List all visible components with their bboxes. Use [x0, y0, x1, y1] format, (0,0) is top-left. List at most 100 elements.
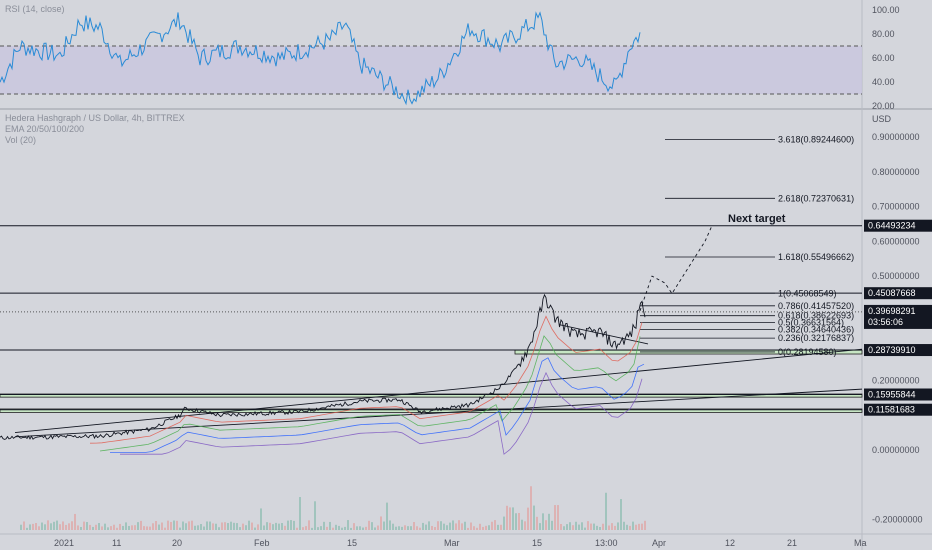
volume-bar: [62, 521, 64, 530]
volume-bar: [623, 521, 625, 530]
price-tick-label: 0.80000000: [872, 167, 920, 177]
time-axis-label: 2021: [54, 538, 74, 548]
volume-bar: [89, 524, 91, 530]
volume-bar: [557, 505, 559, 530]
volume-bar: [257, 524, 259, 530]
volume-bar: [431, 525, 433, 530]
volume-bar: [569, 522, 571, 530]
volume-bar: [170, 521, 172, 530]
volume-bar: [125, 522, 127, 530]
volume-bar: [107, 527, 109, 530]
volume-bar: [86, 522, 88, 530]
volume-bar: [482, 526, 484, 530]
volume-bar: [404, 525, 406, 530]
volume-bar: [182, 521, 184, 530]
volume-bar: [533, 505, 535, 530]
volume-bar: [467, 527, 469, 530]
volume-bar: [515, 513, 517, 530]
trendline-lower: [14, 388, 863, 438]
volume-bar: [527, 507, 529, 530]
volume-bar: [518, 512, 520, 530]
volume-bar: [284, 525, 286, 530]
ema50-line: [99, 335, 641, 452]
volume-bar: [551, 520, 553, 530]
volume-bar: [554, 505, 556, 530]
volume-bar: [131, 525, 133, 530]
volume-bar: [281, 523, 283, 530]
price-tick-label: -0.20000000: [872, 515, 923, 525]
volume-bar: [323, 521, 325, 530]
fib-level-label: 0.618(0.38622693): [778, 311, 854, 321]
time-axis-label: 13:00: [595, 538, 618, 548]
volume-bar: [83, 521, 85, 530]
volume-bar: [65, 524, 67, 530]
level-tag-bg: [864, 344, 932, 357]
volume-bar: [473, 526, 475, 530]
volume-bar: [230, 521, 232, 530]
volume-bar: [173, 520, 175, 530]
level-tag: 0.11581683: [868, 405, 915, 415]
volume-bar: [461, 523, 463, 530]
volume-bar: [176, 520, 178, 530]
volume-bar: [335, 524, 337, 530]
volume-bar: [77, 525, 79, 530]
volume-bar: [530, 486, 532, 530]
rsi-tick-label: 100.00: [872, 5, 900, 15]
volume-bar: [101, 526, 103, 530]
ema200-line: [120, 371, 643, 455]
volume-bar: [290, 520, 292, 530]
volume-bar: [155, 520, 157, 530]
volume-bar: [449, 522, 451, 530]
rsi-tick-label: 80.00: [872, 29, 895, 39]
level-tag: 0.45087668: [868, 288, 916, 298]
volume-bar: [53, 521, 55, 530]
volume-bar: [401, 526, 403, 530]
volume-bar: [566, 524, 568, 530]
volume-bar: [152, 523, 154, 530]
volume-bar: [617, 522, 619, 530]
volume-bar: [329, 521, 331, 530]
volume-bar: [275, 522, 277, 530]
volume-bar: [137, 522, 139, 530]
volume-bar: [398, 526, 400, 530]
volume-bar: [20, 524, 22, 530]
volume-bar: [509, 507, 511, 530]
currency-label: USD: [872, 114, 892, 124]
volume-bar: [71, 521, 73, 530]
volume-bar: [41, 522, 43, 530]
volume-bar: [227, 523, 229, 530]
volume-bar: [410, 526, 412, 530]
volume-bar: [347, 520, 349, 530]
price-chart-title: Hedera Hashgraph / US Dollar, 4h, BITTRE…: [5, 113, 185, 123]
volume-bar: [452, 520, 454, 530]
ema20-line: [89, 315, 643, 444]
volume-bar: [479, 523, 481, 530]
volume-bar: [605, 492, 607, 530]
volume-bar: [434, 527, 436, 530]
volume-bar: [344, 526, 346, 530]
volume-bar: [491, 521, 493, 530]
fib-level-label: 0(0.28194580): [778, 347, 837, 357]
time-axis-label: Mar: [444, 538, 460, 548]
volume-bar: [296, 527, 298, 530]
volume-bar: [164, 527, 166, 530]
volume-bar: [98, 523, 100, 530]
volume-bar: [299, 497, 301, 530]
volume-bar: [458, 520, 460, 530]
volume-bar: [92, 526, 94, 530]
fib-level-label: 2.618(0.72370631): [778, 193, 854, 203]
volume-bar: [629, 525, 631, 530]
volume-bar: [116, 527, 118, 530]
volume-bar: [560, 523, 562, 530]
volume-bar: [362, 527, 364, 530]
fib-level-label: 1(0.45068549): [778, 288, 837, 298]
time-axis-label: 12: [725, 538, 735, 548]
ema100-line: [110, 357, 645, 453]
volume-bar: [470, 522, 472, 530]
volume-bar: [293, 520, 295, 530]
volume-bar: [254, 527, 256, 530]
volume-bar: [251, 522, 253, 530]
volume-bar: [143, 526, 145, 530]
volume-bar: [425, 524, 427, 530]
volume-bar: [260, 508, 262, 530]
